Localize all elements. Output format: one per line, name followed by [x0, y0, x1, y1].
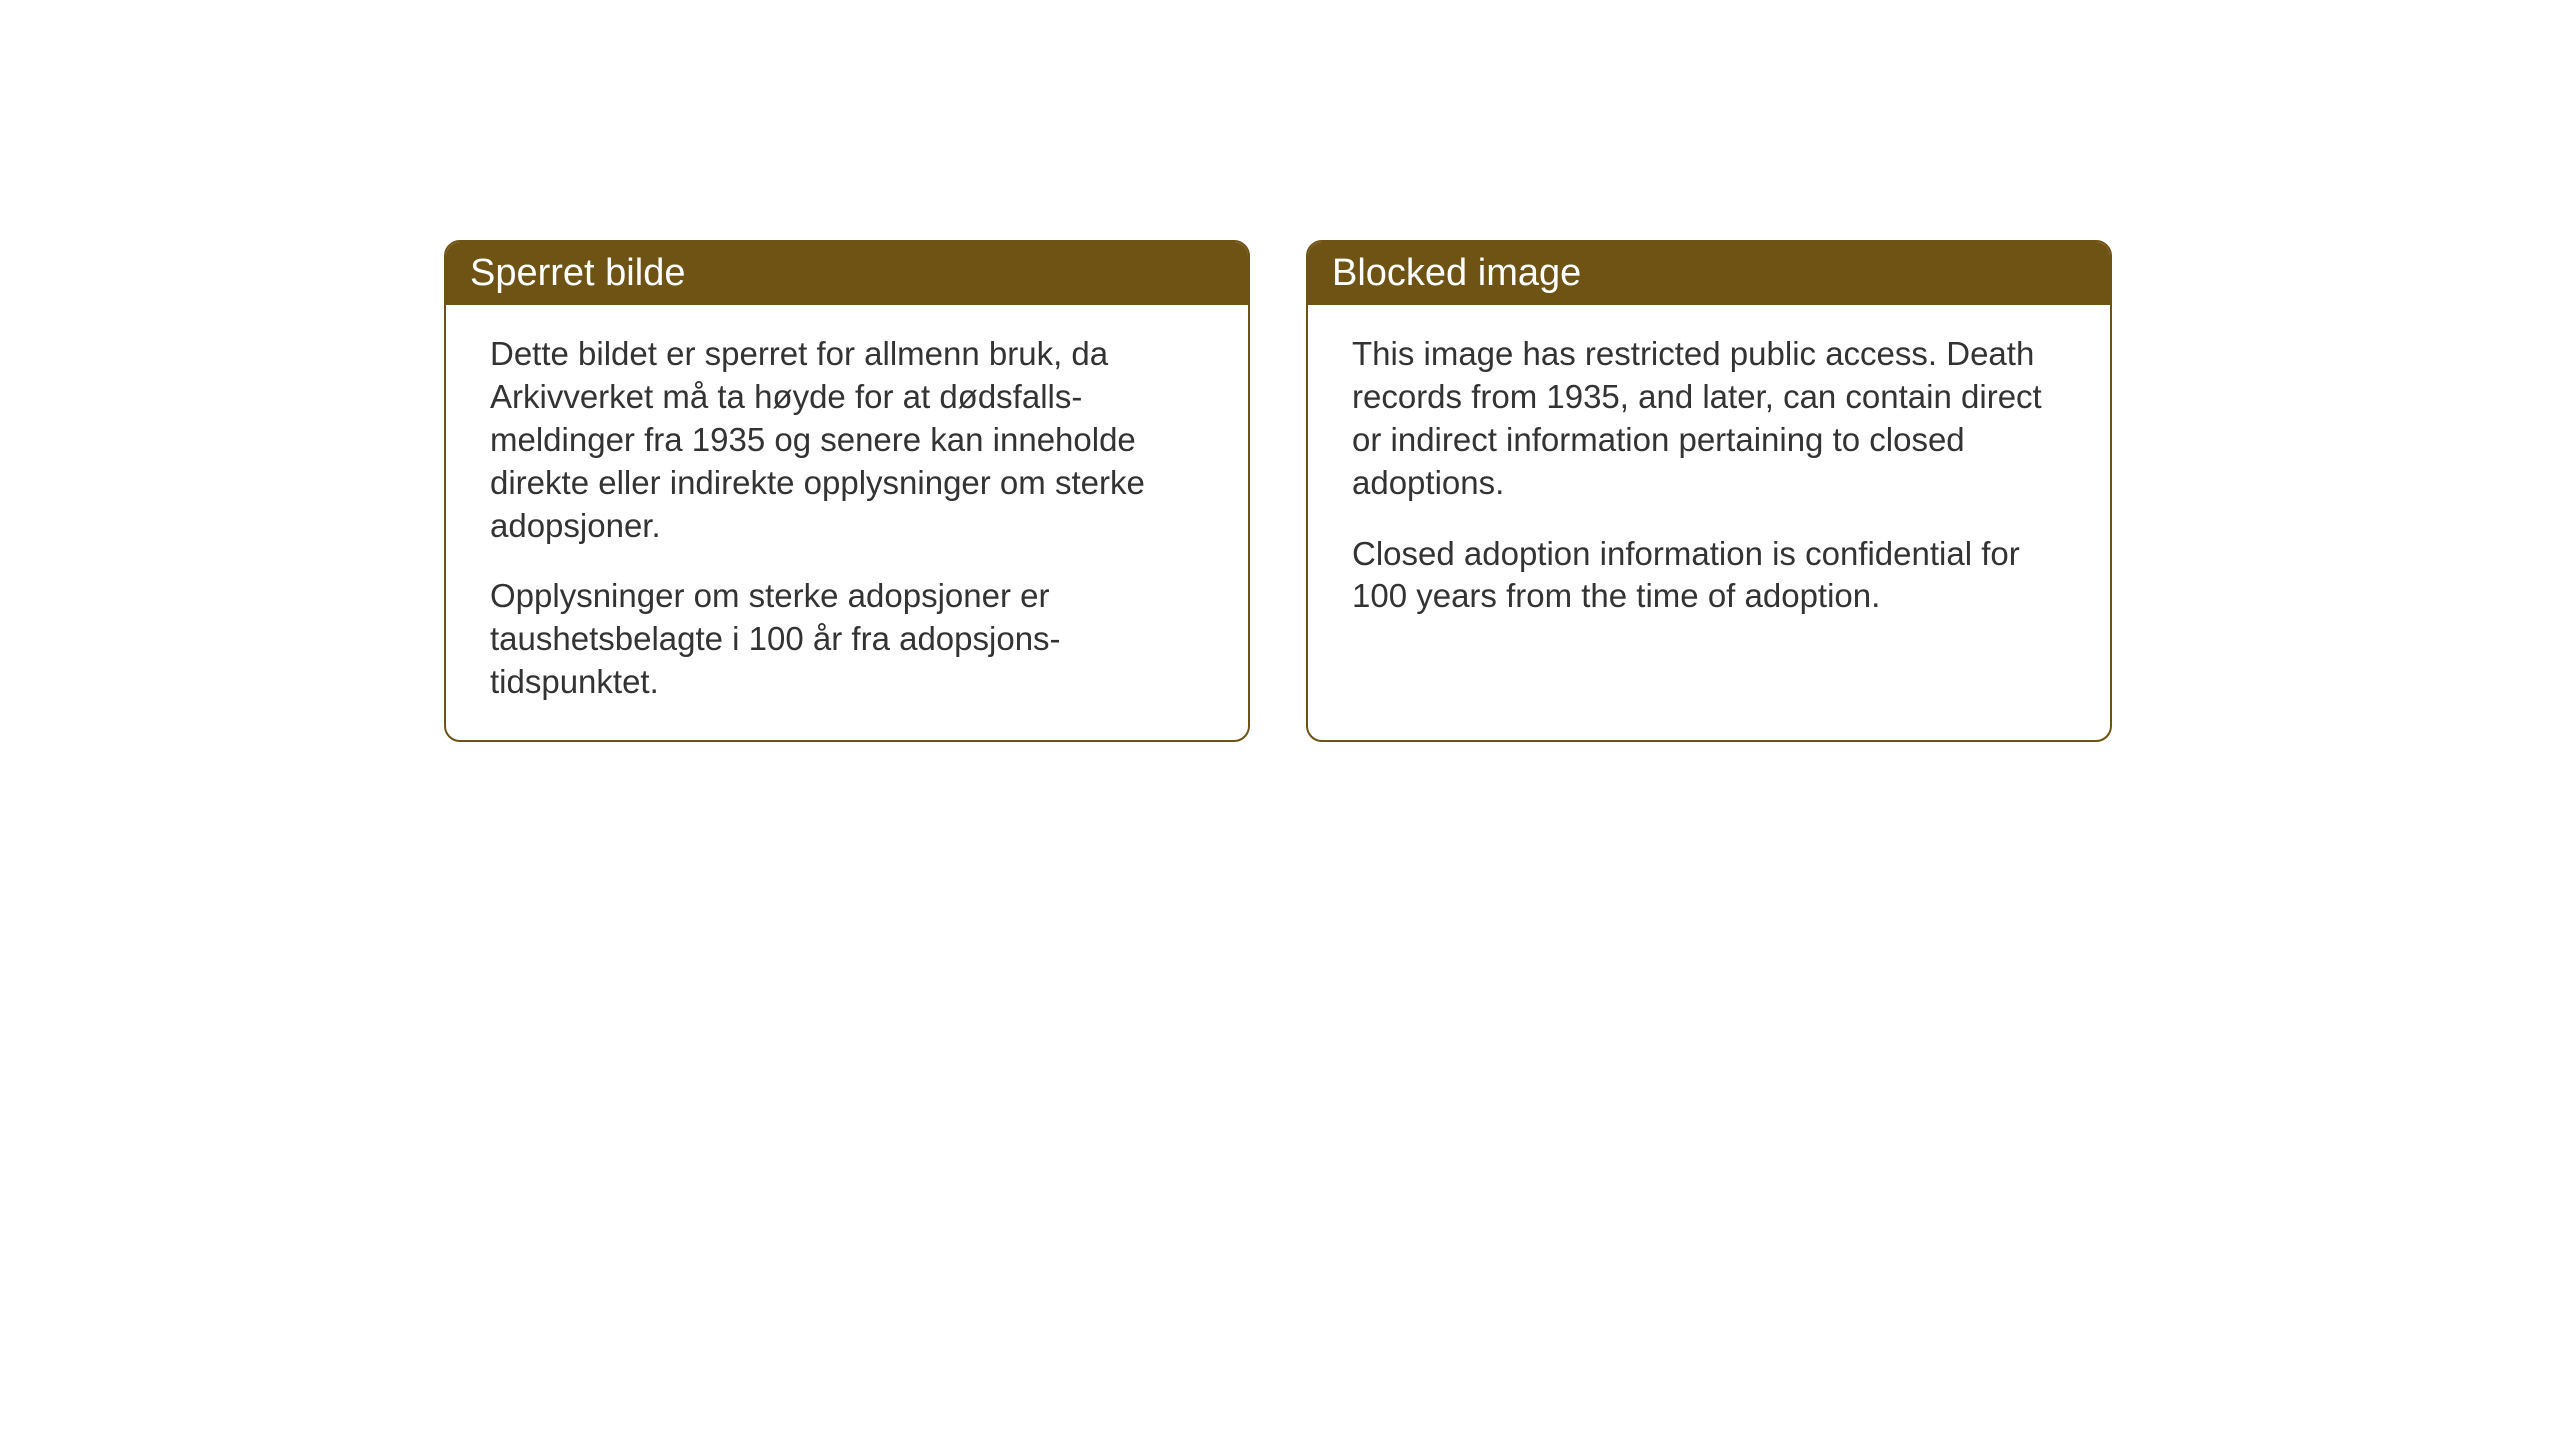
notice-card-norwegian: Sperret bilde Dette bildet er sperret fo…: [444, 240, 1250, 742]
card-title-norwegian: Sperret bilde: [470, 252, 685, 294]
card-header-english: Blocked image: [1308, 242, 2110, 305]
notice-container: Sperret bilde Dette bildet er sperret fo…: [444, 240, 2112, 742]
card-header-norwegian: Sperret bilde: [446, 242, 1248, 305]
card-paragraph-1-english: This image has restricted public access.…: [1352, 333, 2066, 505]
card-paragraph-1-norwegian: Dette bildet er sperret for allmenn bruk…: [490, 333, 1204, 547]
card-paragraph-2-norwegian: Opplysninger om sterke adopsjoner er tau…: [490, 575, 1204, 704]
card-body-norwegian: Dette bildet er sperret for allmenn bruk…: [446, 305, 1248, 740]
notice-card-english: Blocked image This image has restricted …: [1306, 240, 2112, 742]
card-body-english: This image has restricted public access.…: [1308, 305, 2110, 654]
card-paragraph-2-english: Closed adoption information is confident…: [1352, 533, 2066, 619]
card-title-english: Blocked image: [1332, 252, 1581, 294]
